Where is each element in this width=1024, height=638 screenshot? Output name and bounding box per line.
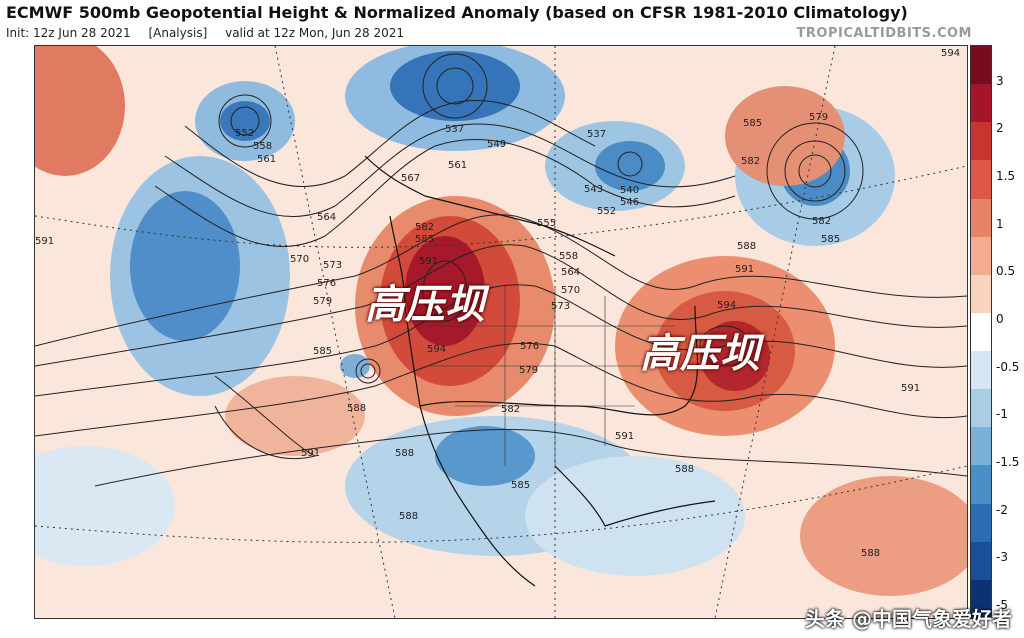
- svg-text:591: 591: [735, 264, 754, 275]
- colorbar-segment: [971, 541, 991, 580]
- svg-text:591: 591: [419, 256, 438, 267]
- coastlines: [364, 155, 716, 587]
- svg-text:588: 588: [395, 448, 414, 459]
- colorbar-tick-label: 1.5: [996, 169, 1016, 184]
- svg-text:570: 570: [561, 285, 580, 296]
- svg-text:582: 582: [812, 216, 831, 227]
- svg-text:585: 585: [313, 346, 332, 357]
- graticule: [35, 46, 967, 618]
- map-subtitle: Init: 12z Jun 28 2021 [Analysis] valid a…: [6, 26, 418, 40]
- svg-text:588: 588: [347, 403, 366, 414]
- brand-label: TROPICALTIDBITS.COM: [796, 26, 972, 41]
- svg-text:582: 582: [741, 156, 760, 167]
- colorbar-segment: [971, 427, 991, 466]
- svg-text:564: 564: [317, 212, 336, 223]
- colorbar-segment: [971, 236, 991, 275]
- svg-text:567: 567: [401, 173, 420, 184]
- colorbar-tick-label: 3: [996, 73, 1004, 88]
- svg-text:585: 585: [821, 234, 840, 245]
- svg-text:585: 585: [511, 480, 530, 491]
- colorbar-segment: [971, 46, 991, 85]
- svg-text:543: 543: [584, 184, 603, 195]
- colorbar-segment: [971, 389, 991, 428]
- svg-text:546: 546: [620, 197, 639, 208]
- colorbar-tick-label: -1.5: [996, 455, 1020, 470]
- colorbar-segment: [971, 351, 991, 390]
- svg-text:588: 588: [399, 511, 418, 522]
- svg-text:588: 588: [737, 241, 756, 252]
- svg-text:591: 591: [35, 236, 54, 247]
- svg-text:591: 591: [301, 448, 320, 459]
- svg-text:558: 558: [253, 141, 272, 152]
- svg-text:555: 555: [537, 218, 556, 229]
- colorbar-segment: [971, 160, 991, 199]
- colorbar-segment: [971, 122, 991, 161]
- svg-text:579: 579: [313, 296, 332, 307]
- colorbar-tick-label: 2: [996, 121, 1004, 136]
- svg-text:537: 537: [587, 129, 606, 140]
- svg-text:564: 564: [561, 267, 580, 278]
- colorbar-segment: [971, 274, 991, 313]
- svg-text:537: 537: [445, 124, 464, 135]
- colorbar-segment: [971, 503, 991, 542]
- colorbar-tick-label: -0.5: [996, 359, 1020, 374]
- colorbar-segment: [971, 84, 991, 123]
- colorbar-tick-label: -1: [996, 407, 1008, 422]
- svg-text:552: 552: [235, 128, 254, 139]
- svg-text:579: 579: [519, 365, 538, 376]
- map-canvas: 552 558 561 564 570 573 576 579 585 591 …: [35, 46, 967, 618]
- colorbar-tick-label: 0: [996, 312, 1004, 327]
- svg-text:594: 594: [717, 300, 736, 311]
- anomaly-shading: [35, 46, 967, 618]
- valid-time: valid at 12z Mon, Jun 28 2021: [225, 26, 405, 40]
- init-time: Init: 12z Jun 28 2021: [6, 26, 131, 40]
- colorbar-segment: [971, 465, 991, 504]
- svg-text:558: 558: [559, 251, 578, 262]
- svg-text:591: 591: [615, 431, 634, 442]
- svg-text:561: 561: [448, 160, 467, 171]
- svg-text:585: 585: [743, 118, 762, 129]
- svg-text:561: 561: [257, 154, 276, 165]
- colorbar-segment: [971, 312, 991, 351]
- colorbar-tick-label: -5: [996, 598, 1008, 613]
- colorbar-segment: [971, 579, 991, 618]
- svg-text:594: 594: [427, 344, 446, 355]
- svg-text:594: 594: [941, 48, 960, 59]
- svg-text:549: 549: [487, 139, 506, 150]
- svg-text:573: 573: [551, 301, 570, 312]
- svg-text:588: 588: [675, 464, 694, 475]
- svg-text:582: 582: [415, 222, 434, 233]
- svg-text:582: 582: [501, 404, 520, 415]
- ridge-label-east: 高压坝: [640, 331, 760, 377]
- colorbar-tick-label: 1: [996, 216, 1004, 231]
- svg-text:585: 585: [415, 234, 434, 245]
- svg-text:588: 588: [861, 548, 880, 559]
- watermark: 头条 @中国气象爱好者: [805, 607, 1012, 631]
- anomaly-map: 552 558 561 564 570 573 576 579 585 591 …: [34, 45, 968, 619]
- ridge-label-west: 高压坝: [365, 282, 485, 328]
- svg-text:579: 579: [809, 112, 828, 123]
- svg-text:570: 570: [290, 254, 309, 265]
- svg-text:573: 573: [323, 260, 342, 271]
- colorbar-tick-label: -2: [996, 502, 1008, 517]
- map-title: ECMWF 500mb Geopotential Height & Normal…: [6, 3, 908, 22]
- run-type: [Analysis]: [148, 26, 208, 40]
- svg-text:552: 552: [597, 206, 616, 217]
- anomaly-colorbar: [970, 45, 992, 619]
- svg-text:576: 576: [317, 278, 336, 289]
- colorbar-tick-label: -3: [996, 550, 1008, 565]
- svg-text:591: 591: [901, 383, 920, 394]
- colorbar-segment: [971, 198, 991, 237]
- svg-text:540: 540: [620, 185, 639, 196]
- contour-labels: 552 558 561 564 570 573 576 579 585 591 …: [35, 48, 960, 559]
- positive-anomaly-alaska-west: [35, 46, 125, 176]
- colorbar-tick-label: 0.5: [996, 264, 1016, 279]
- svg-text:576: 576: [520, 341, 539, 352]
